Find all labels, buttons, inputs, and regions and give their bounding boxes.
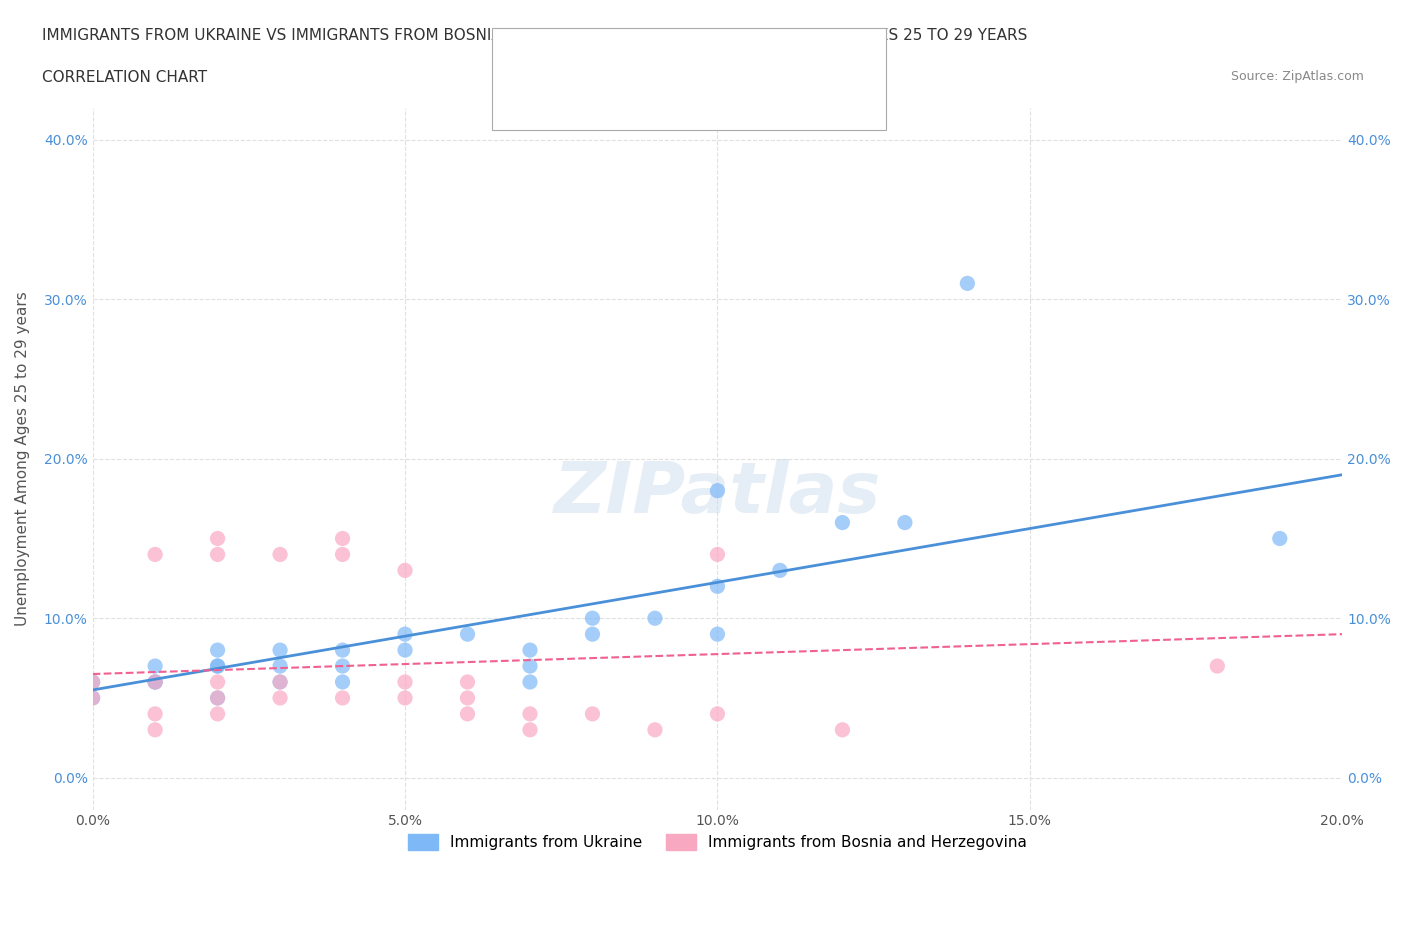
Point xyxy=(143,723,166,737)
Text: R =: R = xyxy=(548,37,588,55)
Point xyxy=(269,547,291,562)
Point xyxy=(269,658,291,673)
Point xyxy=(207,707,229,722)
Legend: Immigrants from Ukraine, Immigrants from Bosnia and Herzegovina: Immigrants from Ukraine, Immigrants from… xyxy=(399,827,1035,858)
Point xyxy=(82,690,104,705)
Point xyxy=(706,627,728,642)
Text: 31: 31 xyxy=(696,76,721,94)
Text: IMMIGRANTS FROM UKRAINE VS IMMIGRANTS FROM BOSNIA AND HERZEGOVINA UNEMPLOYMENT A: IMMIGRANTS FROM UKRAINE VS IMMIGRANTS FR… xyxy=(42,28,1028,43)
Point xyxy=(143,658,166,673)
Text: N =: N = xyxy=(640,76,692,94)
Point xyxy=(332,643,354,658)
Point xyxy=(143,674,166,689)
Point xyxy=(394,563,416,578)
Text: Source: ZipAtlas.com: Source: ZipAtlas.com xyxy=(1230,70,1364,83)
Point xyxy=(143,674,166,689)
Point xyxy=(519,723,541,737)
Point xyxy=(269,674,291,689)
Point xyxy=(207,674,229,689)
Text: R =: R = xyxy=(548,76,588,94)
Point xyxy=(706,547,728,562)
Point xyxy=(332,674,354,689)
Point xyxy=(457,690,479,705)
Point xyxy=(457,707,479,722)
Point xyxy=(207,531,229,546)
Point xyxy=(207,547,229,562)
Y-axis label: Unemployment Among Ages 25 to 29 years: Unemployment Among Ages 25 to 29 years xyxy=(15,291,30,626)
Point xyxy=(269,674,291,689)
Text: 0.103: 0.103 xyxy=(591,76,647,94)
Point xyxy=(332,531,354,546)
Point xyxy=(956,276,979,291)
Point xyxy=(706,484,728,498)
Point xyxy=(581,611,603,626)
Point xyxy=(269,643,291,658)
Point xyxy=(207,690,229,705)
Point xyxy=(457,627,479,642)
Point xyxy=(1268,531,1291,546)
Point xyxy=(769,563,792,578)
Point xyxy=(332,690,354,705)
Point xyxy=(644,723,666,737)
Text: 0.501: 0.501 xyxy=(591,37,647,55)
Point xyxy=(831,515,853,530)
Point xyxy=(894,515,917,530)
Point xyxy=(394,627,416,642)
Point xyxy=(831,723,853,737)
Point xyxy=(394,690,416,705)
Point xyxy=(394,674,416,689)
Point xyxy=(207,658,229,673)
Point xyxy=(269,690,291,705)
Text: N =: N = xyxy=(640,37,692,55)
Point xyxy=(143,707,166,722)
Point xyxy=(332,658,354,673)
Point xyxy=(332,547,354,562)
Point xyxy=(207,658,229,673)
Point xyxy=(706,578,728,593)
Point xyxy=(82,674,104,689)
Point xyxy=(519,658,541,673)
Point xyxy=(581,627,603,642)
Point xyxy=(143,547,166,562)
Point xyxy=(82,674,104,689)
Text: CORRELATION CHART: CORRELATION CHART xyxy=(42,70,207,85)
Point xyxy=(207,690,229,705)
Text: ZIPatlas: ZIPatlas xyxy=(554,459,882,528)
Point xyxy=(143,674,166,689)
Text: 32: 32 xyxy=(696,37,721,55)
Point xyxy=(519,643,541,658)
Point xyxy=(207,643,229,658)
Point xyxy=(706,707,728,722)
Point xyxy=(644,611,666,626)
Point xyxy=(519,707,541,722)
Point xyxy=(82,690,104,705)
Point xyxy=(581,707,603,722)
Point xyxy=(457,674,479,689)
Point xyxy=(394,643,416,658)
Point xyxy=(1206,658,1229,673)
Point xyxy=(519,674,541,689)
